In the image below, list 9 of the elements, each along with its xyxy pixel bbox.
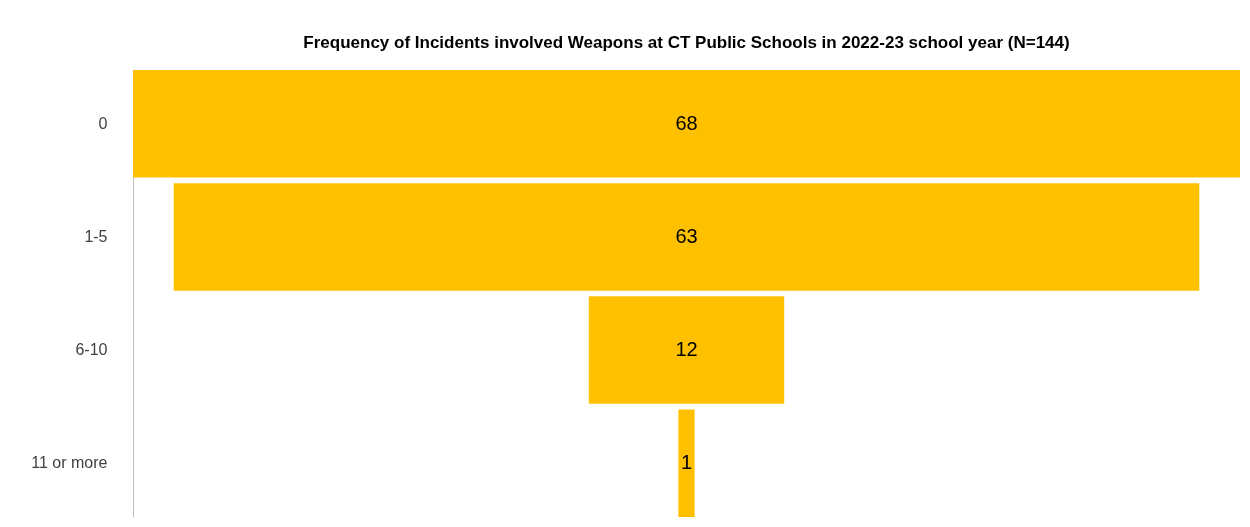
- category-label: 11 or more: [31, 454, 108, 472]
- category-label: 0: [98, 114, 108, 132]
- data-label: 12: [675, 338, 698, 361]
- data-label: 1: [680, 451, 693, 474]
- text: Frequency of Incidents involved Weapons at CT Public Schools in 2022-23 school year (N=144): [303, 33, 1070, 52]
- data-label: 68: [675, 111, 698, 134]
- data-label: 63: [675, 224, 698, 247]
- category-label: 1-5: [84, 227, 108, 245]
- category-label: 6-10: [75, 341, 108, 359]
